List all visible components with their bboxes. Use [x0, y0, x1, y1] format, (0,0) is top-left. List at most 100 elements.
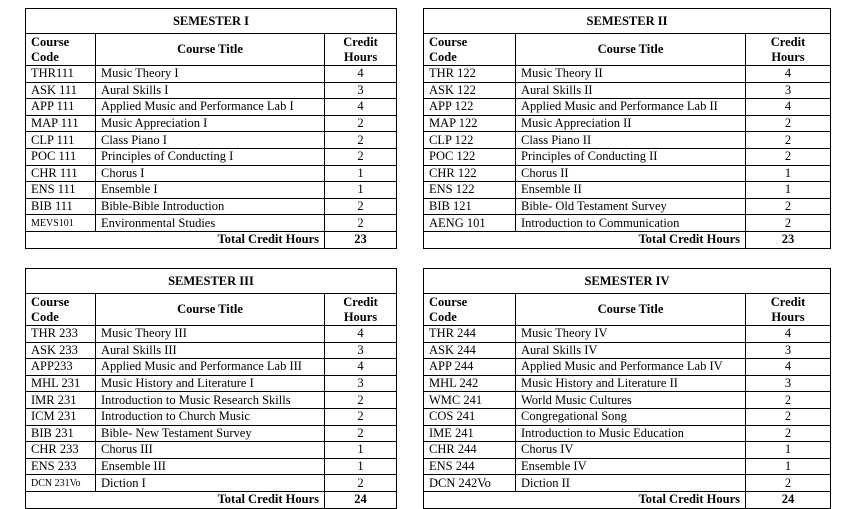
course-title: Introduction to Music Education [515, 424, 746, 443]
credit-hours: 3 [744, 81, 832, 100]
course-code: APP233 [25, 358, 96, 376]
credit-hours: 2 [323, 214, 398, 232]
credit-hours: 3 [323, 341, 398, 360]
credit-hours: 3 [323, 374, 398, 393]
credit-hours: 4 [323, 325, 398, 343]
semester-2-table: SEMESTER II Course Code Course Title Cred… [422, 8, 832, 249]
course-title: Ensemble IV [515, 457, 746, 476]
course-code: MAP 111 [25, 114, 96, 133]
course-code: THR 244 [423, 325, 516, 343]
table-row: ASK 244 Aural Skills IV 3 [423, 341, 832, 360]
course-code: ASK 122 [423, 81, 516, 100]
course-code: POC 111 [25, 147, 96, 166]
credit-hours: 2 [323, 147, 398, 166]
course-code: AENG 101 [423, 214, 516, 232]
credit-hours: 2 [744, 391, 832, 409]
total-label: Total Credit Hours [423, 490, 746, 509]
course-code: WMC 241 [423, 391, 516, 409]
course-title: Chorus III [95, 441, 325, 459]
course-code: ENS 122 [423, 181, 516, 199]
credit-hours: 2 [323, 424, 398, 443]
course-title: Aural Skills III [95, 341, 325, 360]
course-code-header: Course Code [423, 33, 516, 66]
table-row: APP 111 Applied Music and Performance La… [25, 98, 398, 116]
course-code: THR111 [25, 65, 96, 83]
credit-hours: 3 [744, 341, 832, 360]
table-row: MAP 122 Music Appreciation II 2 [423, 114, 832, 133]
table-row: THR111 Music Theory I 4 [25, 65, 398, 83]
course-code-header: Course Code [25, 33, 96, 66]
course-code: APP 111 [25, 98, 96, 116]
course-code: ASK 233 [25, 341, 96, 360]
credit-hours: 1 [323, 457, 398, 476]
total-row: Total Credit Hours 24 [423, 490, 832, 509]
table-row: IME 241 Introduction to Music Education … [423, 424, 832, 443]
total-value: 23 [744, 230, 832, 249]
course-code: ASK 244 [423, 341, 516, 360]
semester-title: SEMESTER I [24, 8, 398, 34]
course-code: CLP 122 [423, 131, 516, 149]
table-row: MAP 111 Music Appreciation I 2 [25, 114, 398, 133]
course-title: Aural Skills II [515, 81, 746, 100]
semester-title: SEMESTER IV [422, 268, 832, 294]
credit-hours: 1 [744, 181, 832, 199]
course-code: DCN 242Vo [423, 474, 516, 492]
course-title: Bible- New Testament Survey [95, 424, 325, 443]
table-row: THR 244 Music Theory IV 4 [423, 325, 832, 343]
table-row: MEVS101 Environmental Studies 2 [25, 214, 398, 232]
credit-hours: 2 [744, 214, 832, 232]
credit-hours-header: Credit Hours [744, 33, 832, 66]
total-label: Total Credit Hours [25, 230, 325, 249]
course-title: Music History and Literature II [515, 374, 746, 393]
table-row: ICM 231 Introduction to Church Music 2 [25, 407, 398, 426]
table-row: DCN 242Vo Diction II 2 [423, 474, 832, 492]
table-row: ASK 233 Aural Skills III 3 [25, 341, 398, 360]
credit-hours: 2 [323, 131, 398, 149]
credit-hours: 4 [744, 325, 832, 343]
course-title: Chorus II [515, 164, 746, 183]
semester-3-table: SEMESTER III Course Code Course Title Cre… [24, 268, 398, 509]
table-row: COS 241 Congregational Song 2 [423, 407, 832, 426]
table-row: MHL 231 Music History and Literature I 3 [25, 374, 398, 393]
table-row: POC 122 Principles of Conducting II 2 [423, 147, 832, 166]
table-row: CLP 122 Class Piano II 2 [423, 131, 832, 149]
course-title: Music Appreciation I [95, 114, 325, 133]
course-title: Ensemble II [515, 181, 746, 199]
semester-1-table: SEMESTER I Course Code Course Title Credi… [24, 8, 398, 249]
course-title: Applied Music and Performance Lab II [515, 98, 746, 116]
course-title: Class Piano II [515, 131, 746, 149]
semester-title: SEMESTER II [422, 8, 832, 34]
course-code: CHR 111 [25, 164, 96, 183]
table-row: BIB 231 Bible- New Testament Survey 2 [25, 424, 398, 443]
table-row: CHR 233 Chorus III 1 [25, 441, 398, 459]
credit-hours: 2 [744, 131, 832, 149]
course-title: Class Piano I [95, 131, 325, 149]
course-code: MHL 231 [25, 374, 96, 393]
table-row: POC 111 Principles of Conducting I 2 [25, 147, 398, 166]
course-title: Music History and Literature I [95, 374, 325, 393]
course-title: Music Appreciation II [515, 114, 746, 133]
credit-hours: 2 [323, 407, 398, 426]
course-title: Aural Skills IV [515, 341, 746, 360]
course-title: World Music Cultures [515, 391, 746, 409]
course-title: Applied Music and Performance Lab I [95, 98, 325, 116]
credit-hours: 2 [744, 147, 832, 166]
course-code: CHR 233 [25, 441, 96, 459]
course-title: Principles of Conducting II [515, 147, 746, 166]
course-title: Diction I [95, 474, 325, 492]
credit-hours: 2 [323, 197, 398, 216]
table-row: AENG 101 Introduction to Communication 2 [423, 214, 832, 232]
course-title: Music Theory II [515, 65, 746, 83]
credit-hours: 4 [744, 65, 832, 83]
credit-hours: 1 [744, 457, 832, 476]
course-code: MEVS101 [25, 214, 96, 232]
course-title: Bible-Bible Introduction [95, 197, 325, 216]
course-title: Environmental Studies [95, 214, 325, 232]
course-title: Introduction to Church Music [95, 407, 325, 426]
course-code: APP 122 [423, 98, 516, 116]
course-code: DCN 231Vo [25, 474, 96, 492]
course-title: Applied Music and Performance Lab III [95, 358, 325, 376]
total-value: 24 [323, 490, 398, 509]
credit-hours: 4 [323, 98, 398, 116]
course-title: Diction II [515, 474, 746, 492]
